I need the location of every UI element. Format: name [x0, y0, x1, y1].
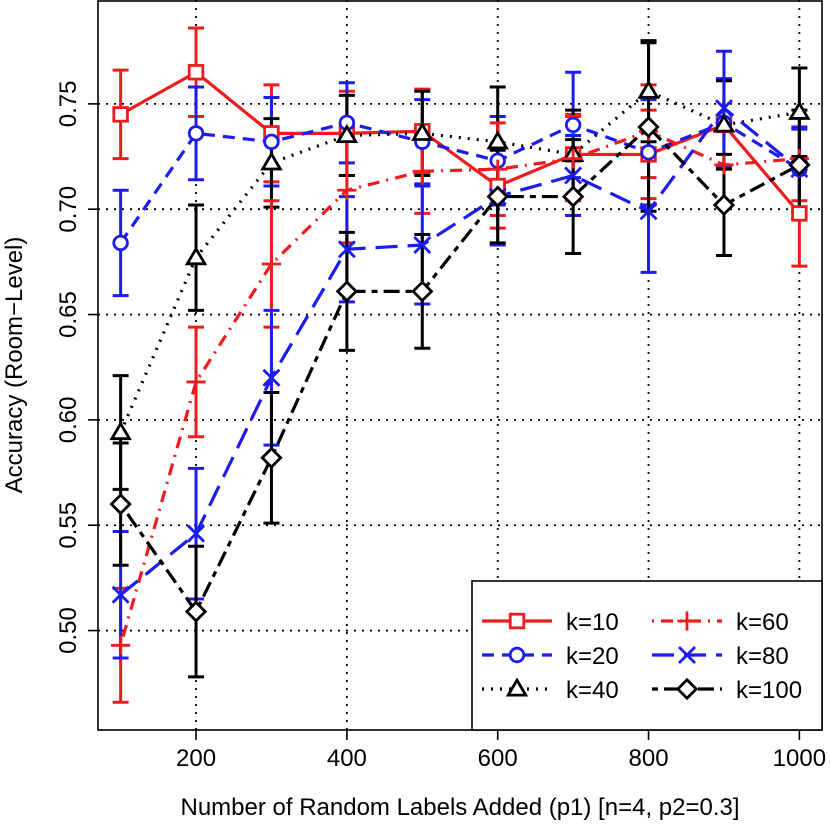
data-point-marker [413, 236, 432, 255]
data-point-marker [335, 280, 359, 303]
data-point-marker [486, 185, 509, 208]
data-point-marker [109, 492, 132, 516]
data-point-marker [187, 125, 205, 142]
data-point-marker [637, 115, 660, 139]
data-point-marker [186, 372, 206, 392]
legend-label: k=60 [736, 609, 789, 636]
series-line [119, 129, 800, 646]
data-point-marker [262, 368, 281, 387]
series-line [119, 89, 800, 434]
x-tick-label: 400 [327, 745, 367, 772]
x-tick-label: 1000 [773, 745, 826, 772]
data-point-marker [184, 246, 208, 266]
data-point-marker [714, 155, 734, 175]
legend-marker [508, 612, 526, 630]
legend-marker [677, 611, 697, 631]
series-line [119, 106, 801, 596]
y-tick-label: 0.65 [55, 291, 82, 338]
legend-label: k=20 [566, 643, 619, 670]
x-axis-ticks: 200 400 600 800 1000 [176, 730, 826, 772]
data-point-marker [411, 121, 434, 141]
legend-marker [678, 646, 696, 664]
data-point-marker [260, 151, 283, 171]
y-axis-ticks: 0.50 0.55 0.60 0.65 0.70 0.75 [55, 81, 98, 654]
data-point-marker [486, 130, 509, 150]
data-point-marker [411, 280, 434, 303]
data-point-marker [337, 180, 357, 200]
legend-label: k=100 [736, 677, 802, 704]
data-point-marker [788, 153, 811, 177]
data-point-marker [714, 99, 733, 118]
legend-label: k=80 [736, 643, 789, 670]
data-point-marker [112, 234, 129, 252]
data-point-marker [187, 524, 206, 543]
data-point-marker [335, 123, 359, 144]
data-point-marker [261, 254, 282, 274]
data-point-marker [488, 159, 508, 179]
data-point-marker [187, 64, 205, 81]
data-point-marker [111, 585, 130, 604]
x-tick-label: 200 [176, 745, 216, 772]
data-point-marker [111, 635, 131, 655]
y-tick-label: 0.60 [55, 397, 82, 444]
series-line [119, 121, 801, 244]
data-point-marker [412, 161, 432, 181]
legend-marker [508, 646, 526, 664]
series-line [119, 70, 801, 215]
data-point-marker [788, 100, 811, 120]
data-point-marker [791, 205, 808, 222]
y-tick-label: 0.70 [55, 186, 82, 233]
data-point-marker [712, 193, 736, 217]
data-point-marker [260, 446, 283, 469]
data-point-marker [640, 144, 657, 161]
y-tick-label: 0.75 [55, 81, 82, 128]
data-point-marker [263, 133, 280, 150]
data-point-marker [337, 240, 356, 259]
data-point-marker [112, 106, 129, 123]
data-point-marker [184, 600, 208, 623]
x-axis-title: Number of Random Labels Added (p1) [n=4,… [180, 794, 739, 821]
data-point-marker [564, 116, 582, 134]
data-point-marker [564, 166, 583, 185]
series-markers [109, 64, 811, 655]
data-point-marker [109, 420, 132, 441]
legend-marker [505, 677, 529, 697]
data-point-marker [637, 79, 660, 99]
series-lines [119, 70, 801, 646]
legend-label: k=40 [566, 677, 619, 704]
data-point-marker [639, 202, 658, 221]
data-point-marker [561, 185, 585, 208]
legend-marker [675, 677, 699, 701]
y-axis-title: Accuracy (Room−Level) [1, 237, 28, 494]
legend-label: k=10 [566, 609, 619, 636]
x-tick-label: 800 [629, 745, 669, 772]
data-point-marker [712, 113, 736, 133]
series-line [119, 125, 801, 614]
y-tick-label: 0.50 [55, 607, 82, 654]
legend: k=10 k=20 k=40 k=60 k=80 k=100 [471, 580, 823, 731]
x-tick-label: 600 [478, 745, 518, 772]
y-tick-label: 0.55 [55, 502, 82, 549]
plot-frame [97, 0, 823, 731]
data-point-marker [563, 149, 583, 169]
